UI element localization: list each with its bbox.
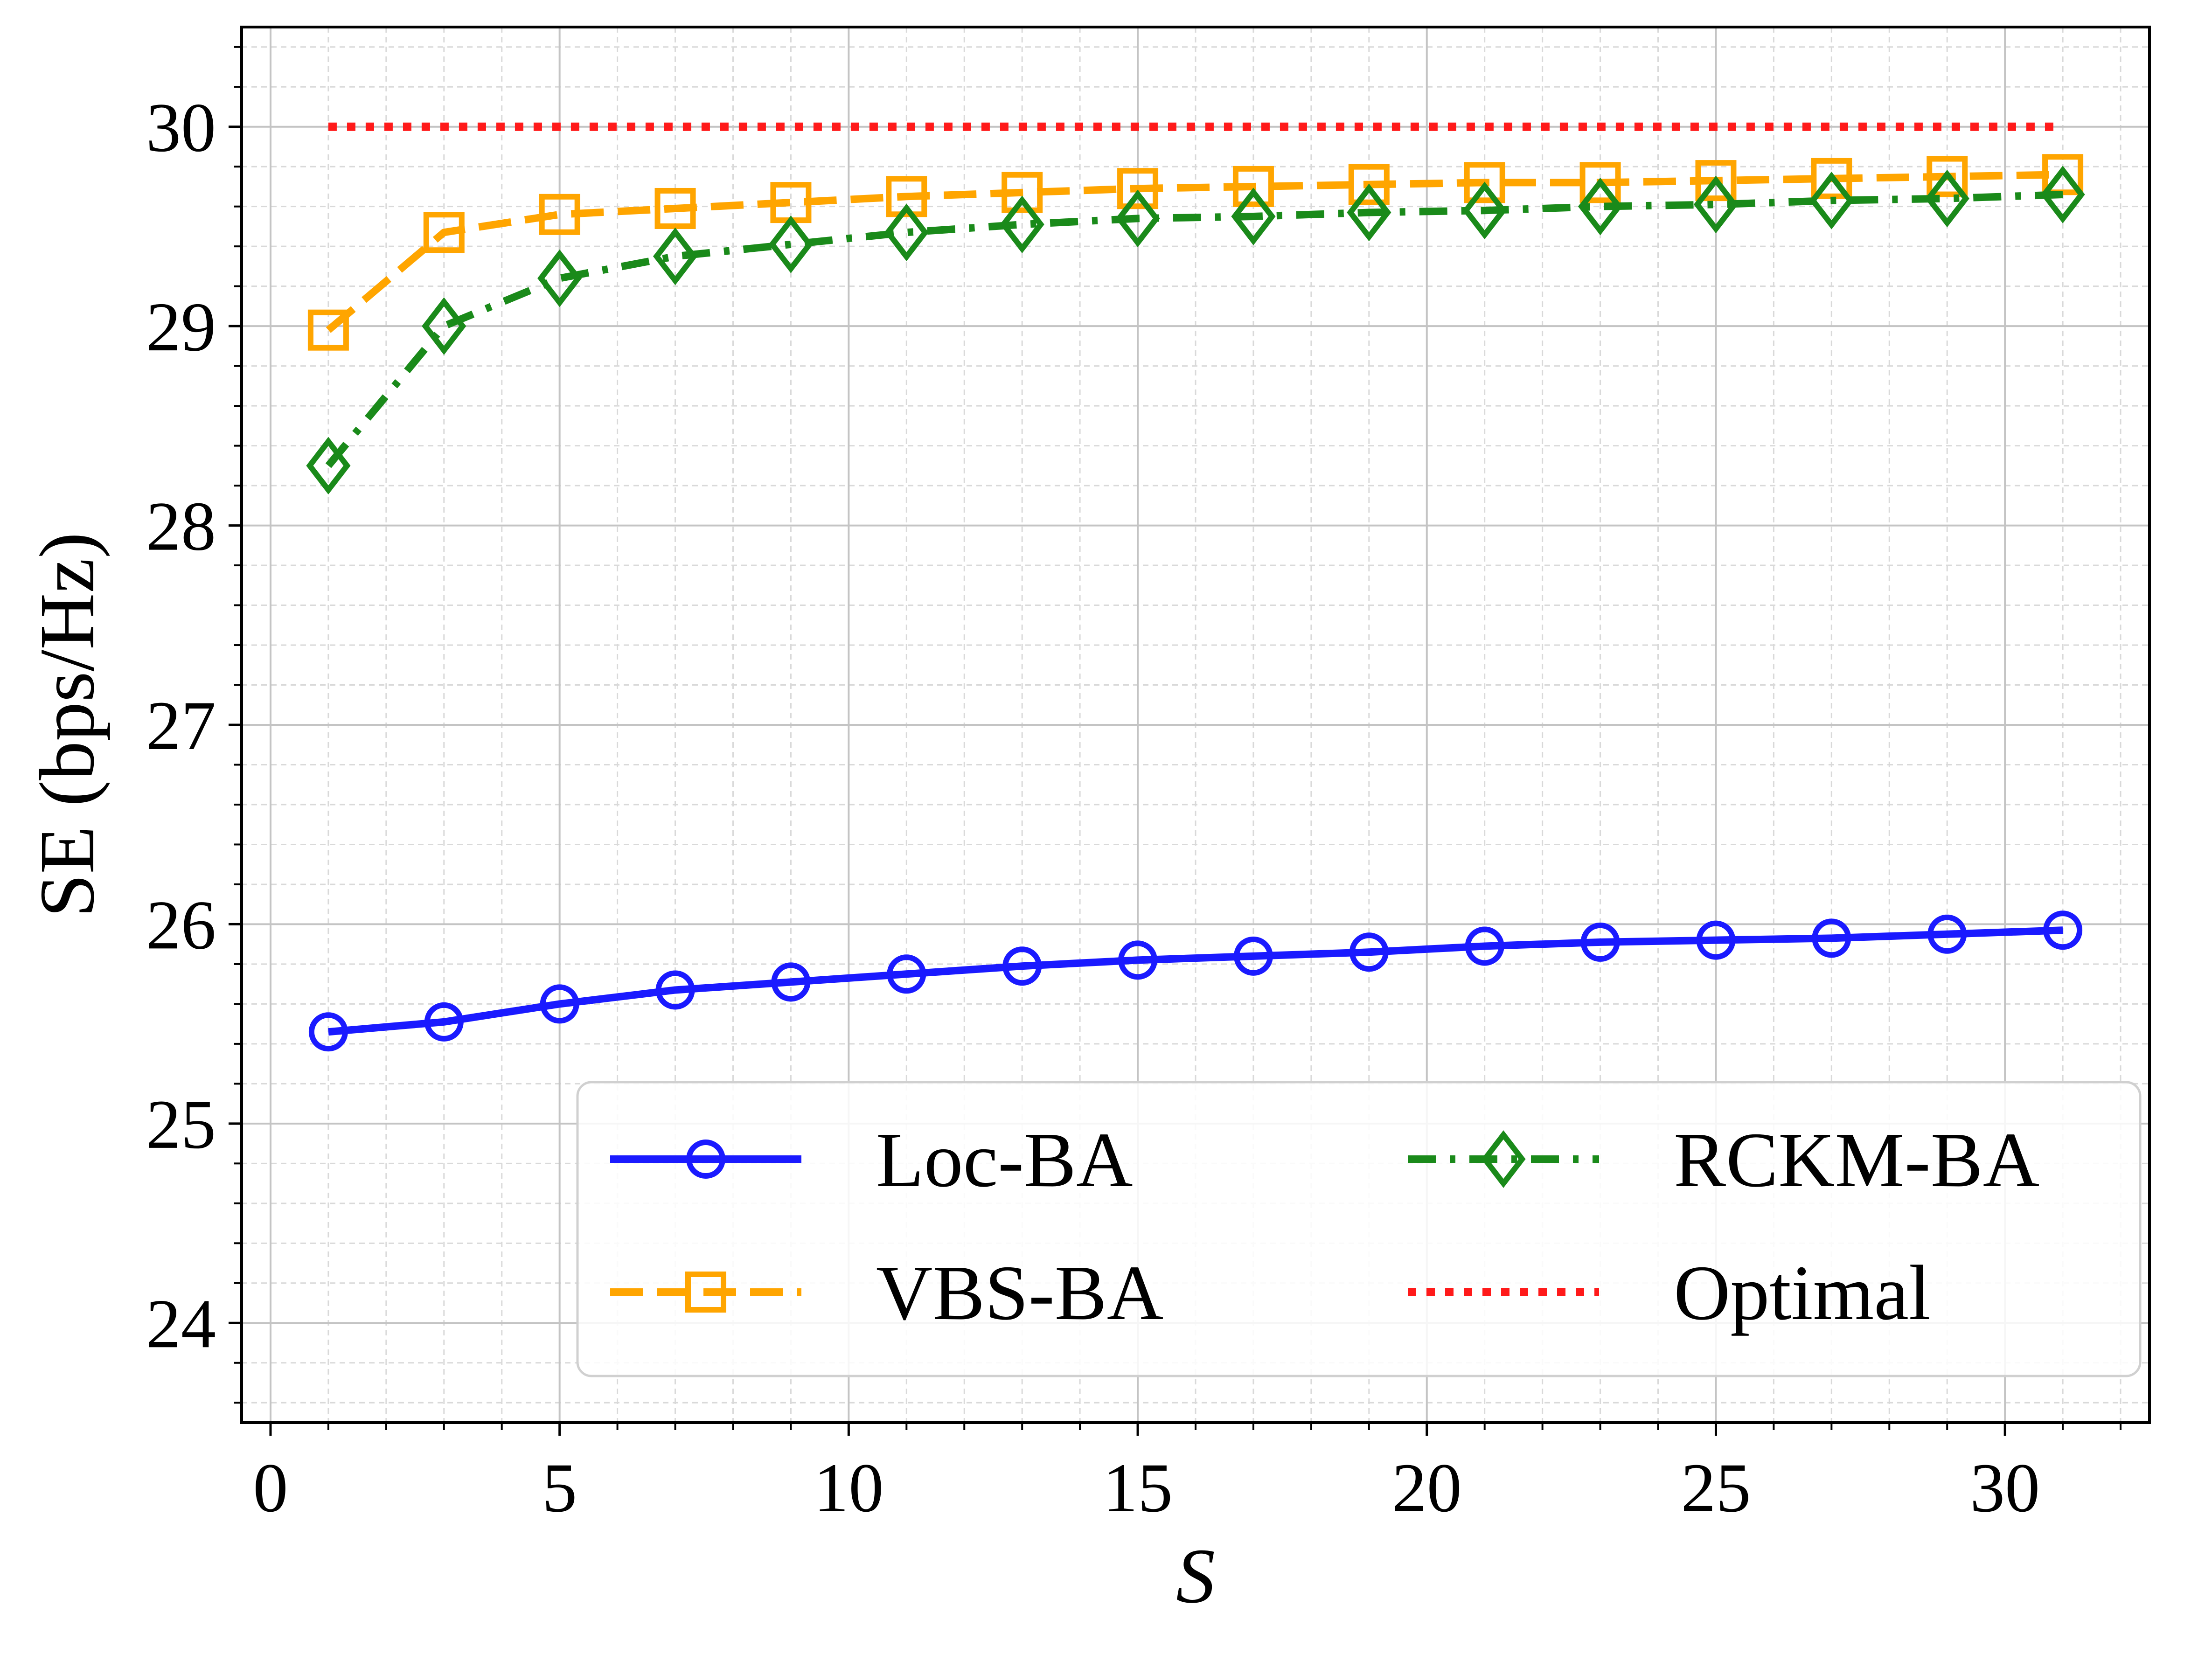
legend-item-rckm-ba: RCKM-BA — [1408, 1117, 2039, 1203]
data-point-loc-ba — [1349, 932, 1389, 972]
data-point-loc-ba — [1812, 918, 1851, 958]
data-point-rckm-ba — [768, 215, 813, 273]
data-point-loc-ba — [540, 984, 579, 1024]
data-point-loc-ba — [1118, 940, 1158, 980]
data-point-loc-ba — [1002, 946, 1042, 986]
data-point-loc-ba — [655, 970, 695, 1010]
y-tick-label: 29 — [146, 288, 216, 366]
series-layer — [306, 122, 2085, 1052]
legend-item-vbs-ba: VBS-BA — [610, 1250, 1163, 1336]
y-tick-label: 28 — [146, 488, 216, 565]
data-point-loc-ba — [1927, 914, 1967, 954]
y-axis-title: SE (bps/Hz) — [24, 532, 111, 917]
y-tick-label: 30 — [146, 89, 216, 167]
legend-marker-rckm-ba — [1481, 1130, 1526, 1188]
x-tick-label: 10 — [814, 1449, 883, 1527]
x-tick-label: 15 — [1103, 1449, 1173, 1527]
data-point-vbs-ba — [1464, 162, 1505, 203]
legend-label-vbs-ba: VBS-BA — [876, 1250, 1163, 1336]
data-point-vbs-ba — [1579, 162, 1621, 203]
legend-item-loc-ba: Loc-BA — [610, 1117, 1133, 1203]
data-point-loc-ba — [1465, 926, 1504, 966]
x-axis-title: S — [1176, 1533, 1215, 1619]
data-point-rckm-ba — [306, 437, 351, 495]
data-point-loc-ba — [1696, 920, 1736, 960]
data-point-loc-ba — [887, 954, 926, 994]
data-point-loc-ba — [1233, 936, 1273, 976]
data-point-loc-ba — [1580, 922, 1620, 962]
data-point-vbs-ba — [1117, 168, 1159, 209]
data-point-loc-ba — [308, 1012, 348, 1052]
data-point-vbs-ba — [886, 176, 927, 217]
data-point-rckm-ba — [537, 249, 582, 307]
data-point-rckm-ba — [1578, 177, 1623, 236]
data-point-rckm-ba — [1347, 183, 1391, 242]
y-tick-label: 27 — [146, 687, 216, 764]
data-point-rckm-ba — [1925, 169, 1969, 228]
x-tick-label: 20 — [1392, 1449, 1462, 1527]
legend-marker-vbs-ba — [685, 1272, 726, 1313]
data-point-vbs-ba — [654, 188, 696, 229]
series-rckm-ba — [306, 166, 2085, 495]
data-point-vbs-ba — [307, 309, 349, 351]
data-point-vbs-ba — [539, 194, 580, 235]
data-point-vbs-ba — [1348, 164, 1390, 205]
ticks-layer: 0 5 10 15 20 25 30 24 25 26 27 28 29 30 — [146, 46, 2122, 1527]
x-tick-label: 25 — [1681, 1449, 1751, 1527]
data-point-rckm-ba — [422, 297, 466, 355]
data-point-vbs-ba — [423, 212, 465, 253]
series-vbs-ba — [307, 154, 2084, 351]
legend-label-optimal: Optimal — [1674, 1250, 1931, 1336]
data-point-rckm-ba — [653, 227, 698, 285]
data-point-rckm-ba — [1693, 175, 1739, 234]
data-point-vbs-ba — [1927, 156, 1968, 197]
series-line-vbs-ba — [326, 171, 2063, 333]
data-point-vbs-ba — [2042, 154, 2084, 195]
legend-item-optimal: Optimal — [1408, 1250, 1931, 1336]
y-tick-label: 24 — [146, 1285, 216, 1362]
data-point-rckm-ba — [1231, 188, 1276, 245]
x-tick-label: 0 — [253, 1449, 288, 1527]
data-point-rckm-ba — [1000, 195, 1044, 253]
x-tick-label: 30 — [1970, 1449, 2040, 1527]
data-point-rckm-ba — [1809, 172, 1854, 229]
data-point-loc-ba — [2043, 910, 2083, 950]
legend-label-loc-ba: Loc-BA — [876, 1117, 1133, 1203]
data-point-vbs-ba — [1695, 160, 1737, 202]
data-point-vbs-ba — [1002, 172, 1043, 213]
legend-label-rckm-ba: RCKM-BA — [1674, 1117, 2039, 1203]
legend-box — [576, 1081, 2142, 1377]
y-tick-label: 26 — [146, 886, 216, 964]
data-point-rckm-ba — [884, 203, 929, 262]
series-loc-ba — [308, 910, 2083, 1052]
data-point-rckm-ba — [2040, 166, 2085, 223]
data-point-vbs-ba — [1232, 166, 1274, 207]
data-point-rckm-ba — [1462, 181, 1507, 240]
major-grid — [242, 27, 2149, 1423]
series-line-loc-ba — [328, 926, 2063, 1036]
legend: Loc-BA RCKM-BA VBS-BA Optimal — [576, 1081, 2142, 1377]
data-point-loc-ba — [771, 962, 811, 1002]
series-line-rckm-ba — [325, 191, 2063, 468]
legend-marker-loc-ba — [686, 1140, 725, 1179]
data-point-loc-ba — [424, 1002, 464, 1042]
data-point-rckm-ba — [1115, 189, 1160, 248]
y-tick-label: 25 — [146, 1086, 216, 1163]
data-point-vbs-ba — [1811, 158, 1852, 199]
x-tick-label: 5 — [542, 1449, 577, 1527]
